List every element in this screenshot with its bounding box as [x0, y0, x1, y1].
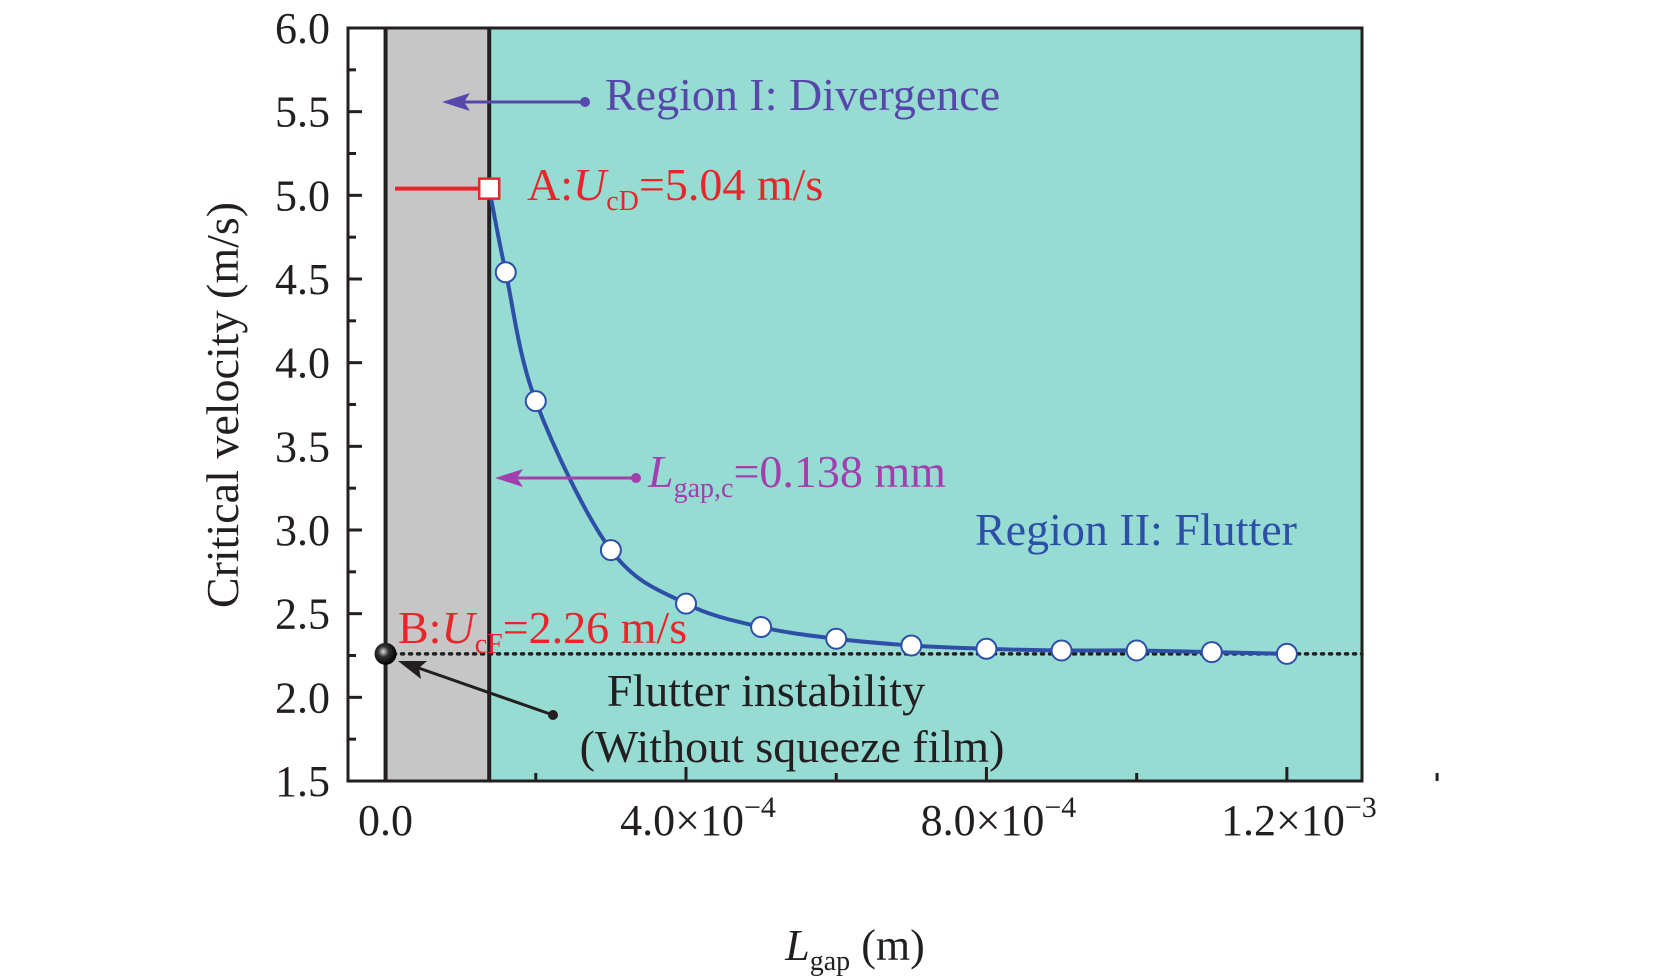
x-tick-label: 8.0×10−4	[921, 791, 1077, 845]
y-tick-label: 3.0	[275, 506, 330, 555]
data-point	[1200, 641, 1223, 664]
y-tick-label: 2.5	[275, 590, 330, 639]
region1-label: Region I: Divergence	[605, 69, 1000, 120]
data-point	[494, 261, 517, 284]
y-tick-label: 1.5	[275, 757, 330, 806]
data-point	[599, 539, 622, 562]
data-point	[1125, 639, 1148, 662]
y-tick-label: 4.5	[275, 255, 330, 304]
data-point	[675, 592, 697, 615]
y-tick-label: 5.0	[275, 171, 330, 220]
x-tick-label: 0.0	[358, 796, 413, 845]
x-axis-label: Lgap (m)	[784, 921, 924, 977]
y-tick-label: 2.0	[275, 673, 330, 722]
flutter-label-1: Flutter instability	[607, 665, 925, 716]
data-point	[524, 390, 547, 413]
marks	[374, 177, 1364, 665]
data-point	[825, 627, 848, 650]
y-tick-label: 6.0	[275, 4, 330, 53]
point-b-marker	[374, 642, 397, 665]
lgap-label: Lgap,c=0.138 mm	[647, 446, 946, 504]
lgap-arrow	[495, 469, 641, 487]
data-point	[1275, 642, 1298, 665]
y-tick-label: 3.5	[275, 422, 330, 471]
point-a-marker	[477, 177, 501, 200]
point-a-label: A:UcD=5.04 m/s	[527, 159, 823, 217]
region2-label: Region II: Flutter	[975, 504, 1297, 555]
data-point	[750, 616, 773, 639]
point-b-label: B:UcF=2.26 m/s	[398, 602, 687, 660]
data-point	[975, 637, 998, 660]
data-point	[1050, 639, 1073, 662]
x-tick-label: 4.0×10−4	[620, 791, 776, 845]
data-point	[900, 634, 923, 657]
y-tick-label: 4.0	[275, 339, 330, 388]
flutter-arrow	[398, 661, 558, 720]
region1-arrow	[442, 93, 590, 111]
y-tick-label: 5.5	[275, 88, 330, 137]
axes: 1.5 2.0 2.5 3.0 3.5 4.0 4.5 5.0 5.5 6.0 0.0 4.0×10−…	[275, 4, 1439, 845]
x-tick-label: 1.2×10−3	[1221, 791, 1377, 845]
y-axis-label: Critical velocity (m/s)	[197, 202, 248, 608]
flutter-label-2: (Without squeeze film)	[580, 721, 1005, 772]
region-1	[385, 28, 490, 781]
